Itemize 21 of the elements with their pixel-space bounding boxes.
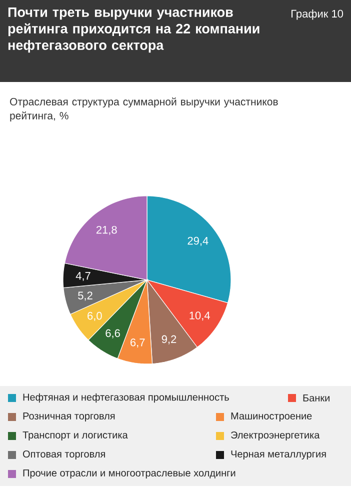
legend-label: Оптовая торговля — [23, 450, 105, 460]
data-label: 4,7 — [76, 272, 90, 281]
legend-label: Розничная торговля — [23, 412, 115, 422]
legend-label: Электроэнергетика — [231, 431, 320, 441]
legend-label: Машиностроение — [231, 412, 312, 422]
data-label: 5,2 — [78, 292, 92, 301]
data-label: 29,4 — [188, 236, 208, 246]
data-label: 6,7 — [130, 338, 145, 348]
data-label: 9,2 — [162, 335, 176, 344]
chart-title: Почти треть выручки участников рейтинга приходится на 22 компании нефтегазового сектора — [8, 8, 260, 53]
data-label: 6,0 — [88, 312, 102, 322]
data-label: 6,6 — [106, 329, 120, 338]
text: График 10 — [292, 10, 344, 20]
data-label: 10,4 — [190, 312, 210, 321]
data-label: 21,8 — [96, 226, 117, 236]
legend-label: Черная металлургия — [231, 450, 326, 460]
chart-subtitle: Отраслевая структура суммарной выручки участников рейтинга, % — [10, 98, 278, 122]
legend-label: Транспорт и логистика — [22, 432, 128, 440]
legend-label: Прочие отрасли и многоотраслевые холдинги — [23, 470, 236, 478]
legend-label: Банки — [303, 394, 330, 402]
legend-label: Нефтяная и нефтегазовая промышленность — [23, 393, 229, 403]
